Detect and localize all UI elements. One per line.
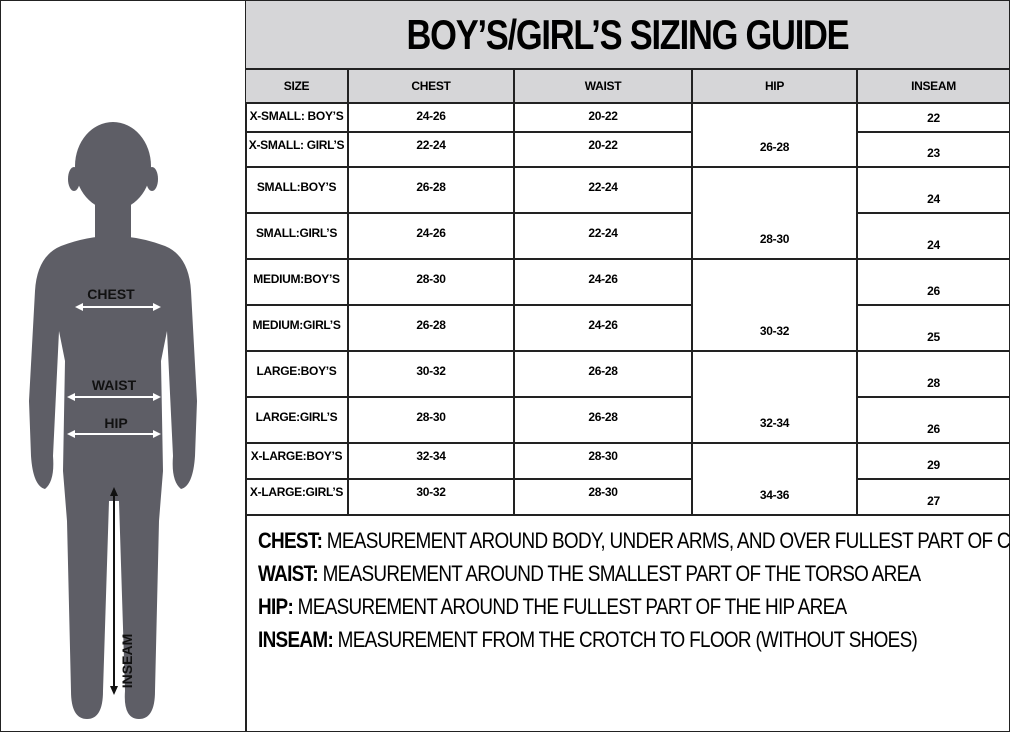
hip-label: HIP [104, 415, 127, 431]
size-row: LARGE:GIRL’S 28-30 26-28 26 [246, 396, 1009, 444]
definition: WAIST: MEASUREMENT AROUND THE SMALLEST P… [258, 557, 921, 590]
waist-cell: 28-30 [513, 442, 693, 480]
size-row: X-LARGE:GIRL’S 30-32 28-30 27 [246, 478, 1009, 516]
column-header: HIP [691, 70, 858, 104]
definitions: CHEST: MEASUREMENT AROUND BODY, UNDER AR… [246, 516, 1010, 656]
waist-cell: 24-26 [513, 258, 693, 306]
size-cell: X-LARGE:GIRL’S [246, 478, 349, 516]
definition-term: INSEAM: [258, 627, 334, 652]
chest-cell: 22-24 [347, 131, 515, 168]
inseam-cell: 26 [856, 396, 1009, 444]
inseam-cell: 24 [856, 166, 1009, 214]
size-cell: LARGE:BOY’S [246, 350, 349, 398]
chest-cell: 26-28 [347, 304, 515, 352]
guide-panel: BOY’S/GIRL’S SIZING GUIDE SIZE CHEST WAIST… [246, 0, 1010, 732]
chest-label: CHEST [87, 286, 135, 302]
inseam-cell: 23 [856, 131, 1009, 168]
waist-cell: 26-28 [513, 396, 693, 444]
hip-cell: 34-36 [691, 442, 858, 516]
definition: INSEAM: MEASUREMENT FROM THE CROTCH TO F… [258, 623, 918, 656]
size-table: SIZE CHEST WAIST HIP INSEAM X-SMALL: BOY’S 24… [246, 70, 1009, 516]
chest-cell: 30-32 [347, 478, 515, 516]
definition-text: MEASUREMENT AROUND THE SMALLEST PART OF … [322, 561, 922, 586]
size-row: X-SMALL: GIRL’S 22-24 20-22 23 [246, 131, 1009, 168]
size-cell: X-SMALL: GIRL’S [246, 131, 349, 168]
inseam-cell: 27 [856, 478, 1009, 516]
size-row: SMALL:BOY’S 26-28 22-24 28-30 24 [246, 166, 1009, 260]
waist-cell: 22-24 [513, 166, 693, 214]
column-header: CHEST [347, 70, 515, 104]
silhouette: CHEST WAIST HIP INSEAM [29, 122, 197, 719]
inseam-cell: 26 [856, 258, 1009, 306]
column-header: INSEAM [856, 70, 1009, 104]
size-row: MEDIUM:BOY’S 28-30 24-26 30-32 26 [246, 258, 1009, 352]
inseam-cell: 24 [856, 212, 1009, 260]
hip-cell: 30-32 [691, 258, 858, 352]
waist-cell: 22-24 [513, 212, 693, 260]
column-header: WAIST [513, 70, 693, 104]
size-cell: MEDIUM:BOY’S [246, 258, 349, 306]
definition-term: HIP: [258, 594, 294, 619]
chest-cell: 26-28 [347, 166, 515, 214]
hip-cell: 26-28 [691, 102, 858, 168]
chest-cell: 24-26 [347, 102, 515, 133]
size-row: LARGE:BOY’S 30-32 26-28 32-34 28 [246, 350, 1009, 444]
waist-cell: 20-22 [513, 131, 693, 168]
definition: CHEST: MEASUREMENT AROUND BODY, UNDER AR… [258, 524, 1010, 557]
definition-text: MEASUREMENT AROUND THE FULLEST PART OF T… [297, 594, 847, 619]
hip-cell: 32-34 [691, 350, 858, 444]
size-cell: SMALL:GIRL’S [246, 212, 349, 260]
inseam-cell: 29 [856, 442, 1009, 480]
size-cell: X-LARGE:BOY’S [246, 442, 349, 480]
waist-cell: 26-28 [513, 350, 693, 398]
chest-cell: 24-26 [347, 212, 515, 260]
chest-cell: 30-32 [347, 350, 515, 398]
waist-cell: 20-22 [513, 102, 693, 133]
waist-cell: 24-26 [513, 304, 693, 352]
column-header: SIZE [246, 70, 349, 104]
definition-text: MEASUREMENT FROM THE CROTCH TO FLOOR (WI… [337, 627, 918, 652]
chest-cell: 28-30 [347, 258, 515, 306]
size-cell: LARGE:GIRL’S [246, 396, 349, 444]
chest-cell: 28-30 [347, 396, 515, 444]
inseam-cell: 25 [856, 304, 1009, 352]
inseam-label: INSEAM [119, 634, 135, 688]
title-bar: BOY’S/GIRL’S SIZING GUIDE [246, 1, 1009, 70]
waist-cell: 28-30 [513, 478, 693, 516]
title: BOY’S/GIRL’S SIZING GUIDE [406, 11, 850, 58]
definition-text: MEASUREMENT AROUND BODY, UNDER ARMS, AND… [326, 528, 1010, 553]
size-row: MEDIUM:GIRL’S 26-28 24-26 25 [246, 304, 1009, 352]
size-cell: SMALL:BOY’S [246, 166, 349, 214]
size-cell: X-SMALL: BOY’S [246, 102, 349, 133]
size-cell: MEDIUM:GIRL’S [246, 304, 349, 352]
size-row: X-LARGE:BOY’S 32-34 28-30 34-36 29 [246, 442, 1009, 516]
inseam-cell: 22 [856, 102, 1009, 133]
hip-cell: 28-30 [691, 166, 858, 260]
definition: HIP: MEASUREMENT AROUND THE FULLEST PART… [258, 590, 904, 623]
size-row: X-SMALL: BOY’S 24-26 20-22 26-28 22 [246, 102, 1009, 168]
header-row: SIZE CHEST WAIST HIP INSEAM [246, 70, 1009, 104]
figure-panel: CHEST WAIST HIP INSEAM [0, 0, 247, 732]
definition-term: WAIST: [258, 561, 319, 586]
chest-cell: 32-34 [347, 442, 515, 480]
size-row: SMALL:GIRL’S 24-26 22-24 24 [246, 212, 1009, 260]
definition-term: CHEST: [258, 528, 323, 553]
inseam-cell: 28 [856, 350, 1009, 398]
waist-label: WAIST [92, 377, 137, 393]
